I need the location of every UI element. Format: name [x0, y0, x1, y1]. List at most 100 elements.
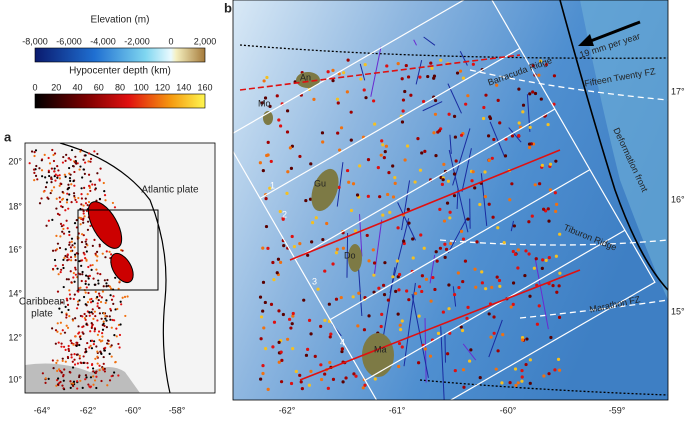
event [261, 309, 264, 312]
event [310, 240, 313, 243]
event [50, 181, 52, 183]
event [496, 349, 499, 352]
event [278, 361, 281, 364]
event [72, 276, 74, 278]
event [83, 313, 85, 315]
event [341, 347, 344, 350]
event [84, 161, 86, 163]
event [62, 329, 64, 331]
event [553, 74, 556, 77]
event [340, 296, 343, 299]
event [264, 301, 267, 304]
event [453, 115, 456, 118]
event [484, 94, 487, 97]
event [102, 290, 104, 292]
event [56, 359, 58, 361]
event [437, 332, 440, 335]
event [92, 308, 94, 310]
event [59, 370, 61, 372]
event [92, 278, 94, 280]
event [96, 350, 98, 352]
event [547, 220, 550, 223]
event [68, 167, 70, 169]
event [69, 293, 71, 295]
event [363, 328, 366, 331]
event [59, 235, 61, 237]
event [45, 186, 47, 188]
event [534, 183, 537, 186]
event [80, 223, 82, 225]
segment-label: 4 [340, 337, 345, 347]
event [84, 257, 86, 259]
event [388, 211, 391, 214]
event [66, 259, 68, 261]
event [85, 275, 87, 277]
map-b [225, 0, 668, 420]
event [103, 325, 105, 327]
event [265, 154, 268, 157]
event [77, 304, 79, 306]
event [76, 219, 78, 221]
event [354, 375, 357, 378]
event [33, 169, 35, 171]
event [286, 338, 289, 341]
event [538, 304, 541, 307]
event [490, 286, 493, 289]
event [367, 158, 370, 161]
event [489, 336, 492, 339]
event [81, 197, 83, 199]
event [479, 376, 482, 379]
event [52, 154, 54, 156]
event [103, 363, 105, 365]
event [59, 177, 61, 179]
event [99, 168, 101, 170]
event [92, 324, 94, 326]
event [89, 161, 91, 163]
event [80, 187, 82, 189]
annotation: Atlantic plate [141, 185, 199, 196]
event [41, 175, 43, 177]
event [63, 286, 65, 288]
event [75, 259, 77, 261]
event [74, 317, 76, 319]
event [289, 326, 292, 329]
event [59, 185, 61, 187]
event [79, 357, 81, 359]
event [292, 312, 295, 315]
event [497, 99, 500, 102]
event [482, 117, 485, 120]
event [79, 150, 81, 152]
event [419, 169, 422, 172]
event [354, 229, 357, 232]
event [56, 370, 58, 372]
event [541, 164, 544, 167]
event [442, 178, 445, 181]
event [109, 286, 111, 288]
event [473, 186, 476, 189]
event [291, 322, 294, 325]
event [78, 299, 80, 301]
event [352, 182, 355, 185]
event [33, 155, 35, 157]
event [377, 166, 380, 169]
colorbar-title: Elevation (m) [91, 15, 150, 26]
event [555, 255, 558, 258]
event [448, 113, 451, 116]
event [58, 307, 60, 309]
event [264, 197, 267, 200]
event [84, 246, 86, 248]
event [293, 245, 296, 248]
event [112, 303, 114, 305]
event [259, 161, 262, 164]
event [82, 387, 84, 389]
event [96, 356, 98, 358]
event [65, 314, 67, 316]
event [120, 303, 122, 305]
event [316, 288, 319, 291]
event [60, 333, 62, 335]
event [271, 261, 274, 264]
event [393, 176, 396, 179]
event [62, 264, 64, 266]
event [409, 94, 412, 97]
event [525, 337, 528, 340]
